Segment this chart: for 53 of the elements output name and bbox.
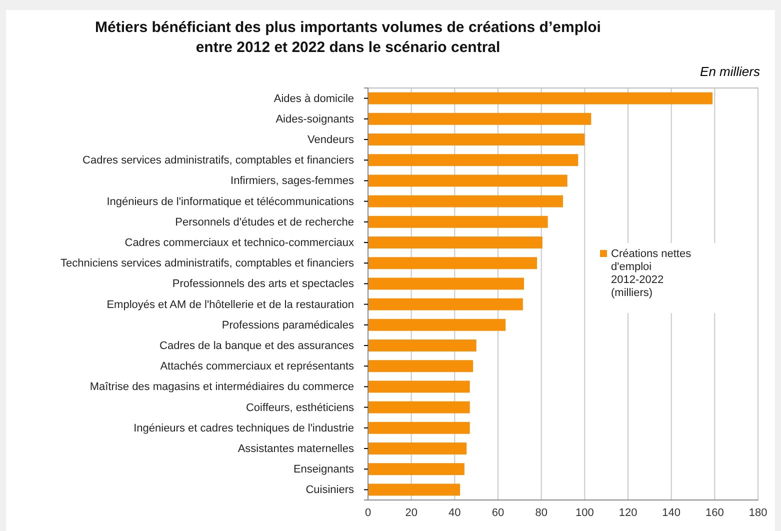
y-tick-label: Ingénieurs de l'informatique et télécommunications bbox=[106, 196, 354, 208]
bar bbox=[368, 422, 470, 434]
y-tick-label: Vendeurs bbox=[308, 134, 354, 146]
y-tick-label: Cadres services administratifs, comptables et financiers bbox=[82, 154, 354, 167]
y-tick-label: Ingénieurs et cadres techniques de l'industrie bbox=[134, 422, 354, 434]
x-tick-label: 120 bbox=[618, 506, 638, 519]
y-tick-label: Personnels d'études et de recherche bbox=[175, 216, 354, 228]
x-tick-label: 60 bbox=[492, 506, 504, 519]
bar bbox=[368, 278, 524, 290]
bar bbox=[368, 216, 548, 228]
y-tick-label: Aides à domicile bbox=[274, 92, 354, 105]
x-tick-label: 0 bbox=[364, 506, 372, 519]
x-tick-label: 180 bbox=[748, 506, 768, 519]
bar bbox=[368, 257, 537, 270]
x-tick-label: 160 bbox=[705, 506, 724, 519]
bar bbox=[368, 154, 578, 166]
y-tick-label: Aides-soignants bbox=[276, 113, 354, 126]
y-tick-label: Maîtrise des magasins et intermédiaires du commerce bbox=[90, 381, 354, 394]
bar bbox=[368, 463, 464, 476]
bar bbox=[368, 484, 460, 496]
y-tick-label: Employés et AM de l'hôtellerie et de la restauration bbox=[106, 298, 354, 311]
bar bbox=[368, 380, 470, 393]
bar bbox=[368, 360, 474, 372]
y-tick-label: Attachés commerciaux et représentants bbox=[160, 360, 354, 373]
bar bbox=[368, 92, 712, 104]
chart-title: Métiers bénéficiant des plus importants volumes de créations d’emploi entre 2012 et 2022 dans le scénario central bbox=[95, 19, 601, 56]
y-tick-label: Infirmiers, sages-femmes bbox=[230, 175, 354, 188]
y-tick-label: Cadres commerciaux et technico-commerciaux bbox=[124, 237, 354, 250]
y-tick-label: Assistantes maternelles bbox=[238, 443, 354, 456]
y-tick-label: Cuisiniers bbox=[306, 484, 354, 496]
y-tick-label: Cadres de la banque et des assurances bbox=[160, 340, 354, 352]
x-tick-label: 80 bbox=[535, 506, 548, 519]
y-tick-label: Professions paramédicales bbox=[222, 319, 354, 332]
bar bbox=[368, 112, 592, 125]
bar bbox=[368, 298, 523, 310]
x-tick-label: 20 bbox=[405, 506, 418, 519]
bar bbox=[368, 174, 568, 187]
y-tick-label: Techniciens services administratifs, comptables et financiers bbox=[60, 258, 354, 270]
bar bbox=[368, 340, 476, 352]
bar bbox=[368, 236, 542, 248]
x-tick-label: 40 bbox=[448, 506, 461, 519]
y-tick-label: Enseignants bbox=[293, 464, 354, 476]
x-tick-label: 100 bbox=[575, 506, 594, 519]
bar bbox=[368, 195, 563, 208]
y-tick-label: Professionnels des arts et spectacles bbox=[172, 278, 354, 290]
bar bbox=[368, 442, 467, 454]
y-tick-label: Coiffeurs, esthéticiens bbox=[246, 402, 354, 414]
legend-label: Créations nettes d'emploi 2012-2022 (milliers) bbox=[611, 248, 692, 299]
chart-subtitle: En milliers bbox=[700, 64, 760, 79]
bar bbox=[368, 401, 470, 414]
bar bbox=[368, 318, 506, 331]
x-tick-label: 140 bbox=[662, 506, 681, 519]
bar bbox=[368, 134, 585, 146]
